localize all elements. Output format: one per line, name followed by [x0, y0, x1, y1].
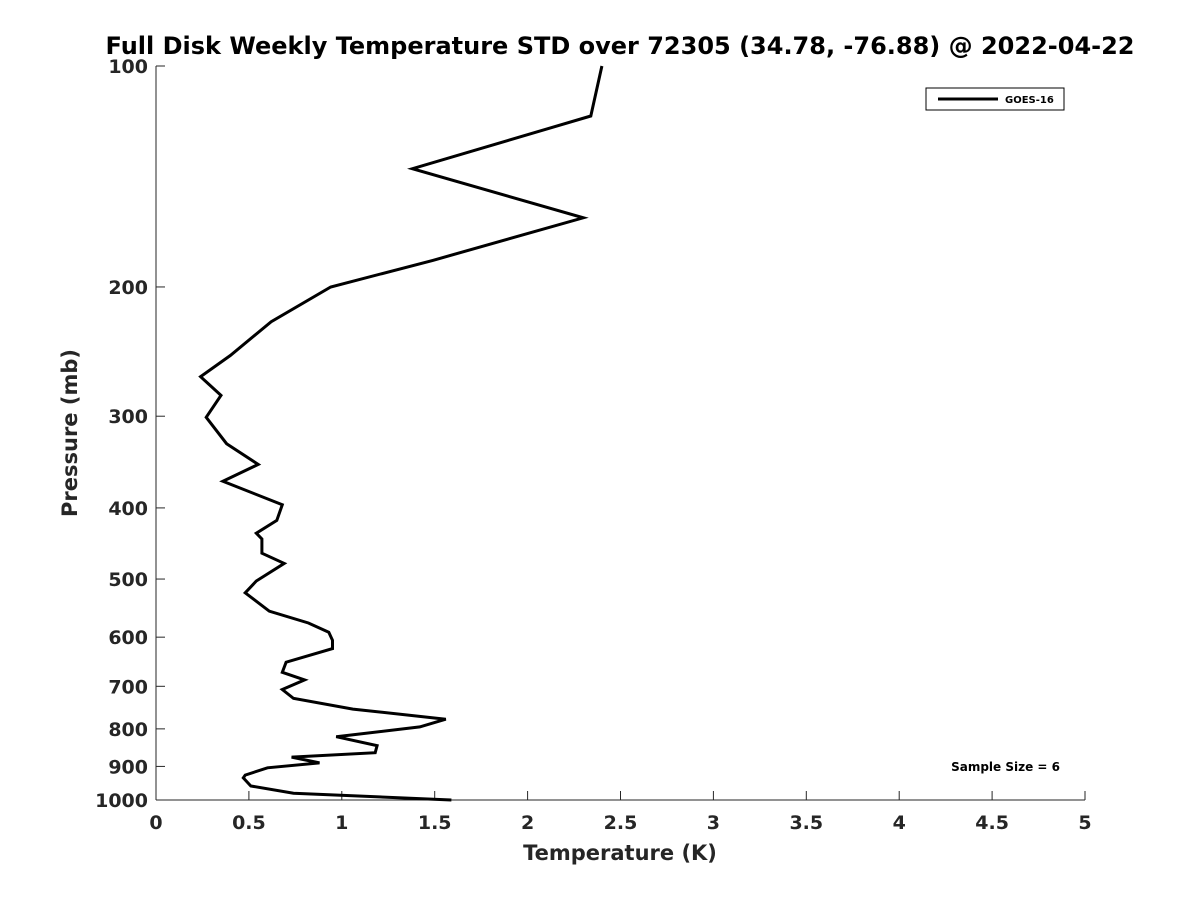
- chart-title: Full Disk Weekly Temperature STD over 72…: [106, 32, 1135, 60]
- x-axis-label: Temperature (K): [523, 841, 717, 865]
- x-tick-label: 5: [1078, 812, 1091, 834]
- legend: GOES-16: [925, 87, 1065, 111]
- y-tick-label: 1000: [95, 790, 148, 812]
- y-tick-label: 800: [108, 719, 148, 741]
- x-tick-label: 1.5: [418, 812, 452, 834]
- series-line-goes-16: [198, 65, 604, 802]
- y-tick-label: 500: [108, 569, 148, 591]
- y-tick-label: 100: [108, 56, 148, 78]
- y-axis-label: Pressure (mb): [58, 349, 82, 517]
- y-tick-label: 900: [108, 756, 148, 778]
- plot-axes: 0 0.5 1 1.5 2 2.5 3 3.5 4 4.5 5 100 200 300 400 500 600 7…: [95, 56, 1092, 834]
- series-layer: [198, 65, 604, 802]
- y-tick-label: 200: [108, 277, 148, 299]
- x-tick-label: 2.5: [604, 812, 638, 834]
- x-tick-label: 2: [521, 812, 534, 834]
- y-tick-label: 400: [108, 498, 148, 520]
- sample-size-annotation: Sample Size = 6: [951, 760, 1060, 774]
- y-tick-label: 300: [108, 406, 148, 428]
- legend-label: GOES-16: [1005, 95, 1054, 106]
- x-tick-label: 3: [707, 812, 720, 834]
- y-tick-label: 600: [108, 627, 148, 649]
- y-tick-label: 700: [108, 676, 148, 698]
- x-tick-label: 3.5: [789, 812, 823, 834]
- x-tick-label: 4: [893, 812, 906, 834]
- x-tick-label: 4.5: [975, 812, 1009, 834]
- x-tick-label: 1: [335, 812, 348, 834]
- x-tick-label: 0: [149, 812, 162, 834]
- x-tick-label: 0.5: [232, 812, 266, 834]
